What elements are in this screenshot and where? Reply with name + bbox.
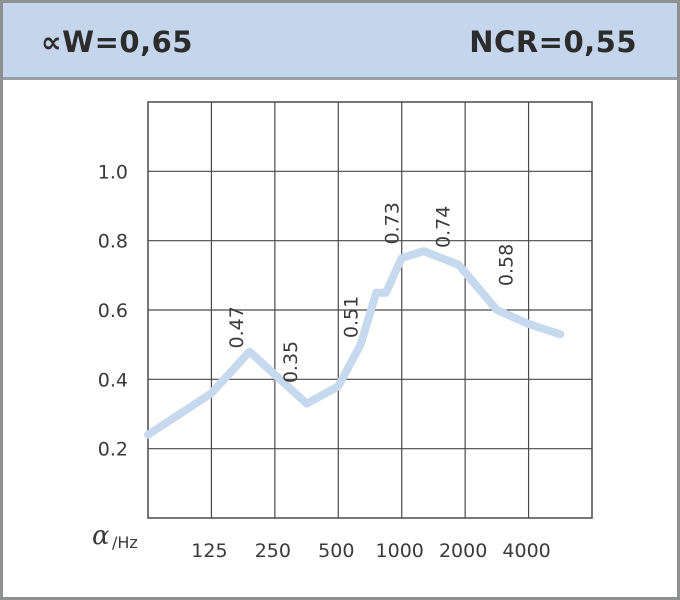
absorption-curve: [144, 247, 565, 439]
chart-series: [144, 247, 565, 439]
y-tick-label: 0.8: [98, 231, 128, 253]
x-tick-labels: 125 250 500 1000 2000 4000: [191, 540, 550, 562]
x-axis-unit: /Hz: [112, 533, 138, 552]
y-tick-labels: 0.2 0.4 0.6 0.8 1.0: [98, 161, 128, 460]
x-tick-label: 250: [255, 540, 291, 562]
y-tick-label: 0.2: [98, 439, 128, 461]
y-tick-label: 0.6: [98, 300, 128, 322]
x-axis-symbol: α: [92, 521, 110, 551]
chart-grid: [147, 101, 593, 519]
x-tick-label: 2000: [439, 540, 487, 562]
y-tick-label: 1.0: [98, 161, 128, 183]
x-tick-label: 4000: [502, 540, 550, 562]
x-tick-label: 1000: [376, 540, 424, 562]
data-label: 0.47: [226, 306, 248, 348]
chart-header: ∝W=0,65 NCR=0,55: [3, 3, 677, 80]
data-label: 0.73: [382, 202, 404, 244]
data-label: 0.35: [280, 341, 302, 383]
alpha-w-rating: ∝W=0,65: [41, 25, 193, 59]
data-label: 0.51: [340, 296, 362, 338]
ncr-rating: NCR=0,55: [469, 25, 637, 59]
y-tick-label: 0.4: [98, 369, 128, 391]
x-tick-label: 500: [318, 540, 354, 562]
data-label: 0.58: [496, 244, 518, 286]
x-tick-label: 125: [191, 540, 227, 562]
data-labels: 0.47 0.35 0.51 0.73 0.74 0.58: [226, 202, 518, 383]
data-label: 0.74: [432, 206, 454, 248]
